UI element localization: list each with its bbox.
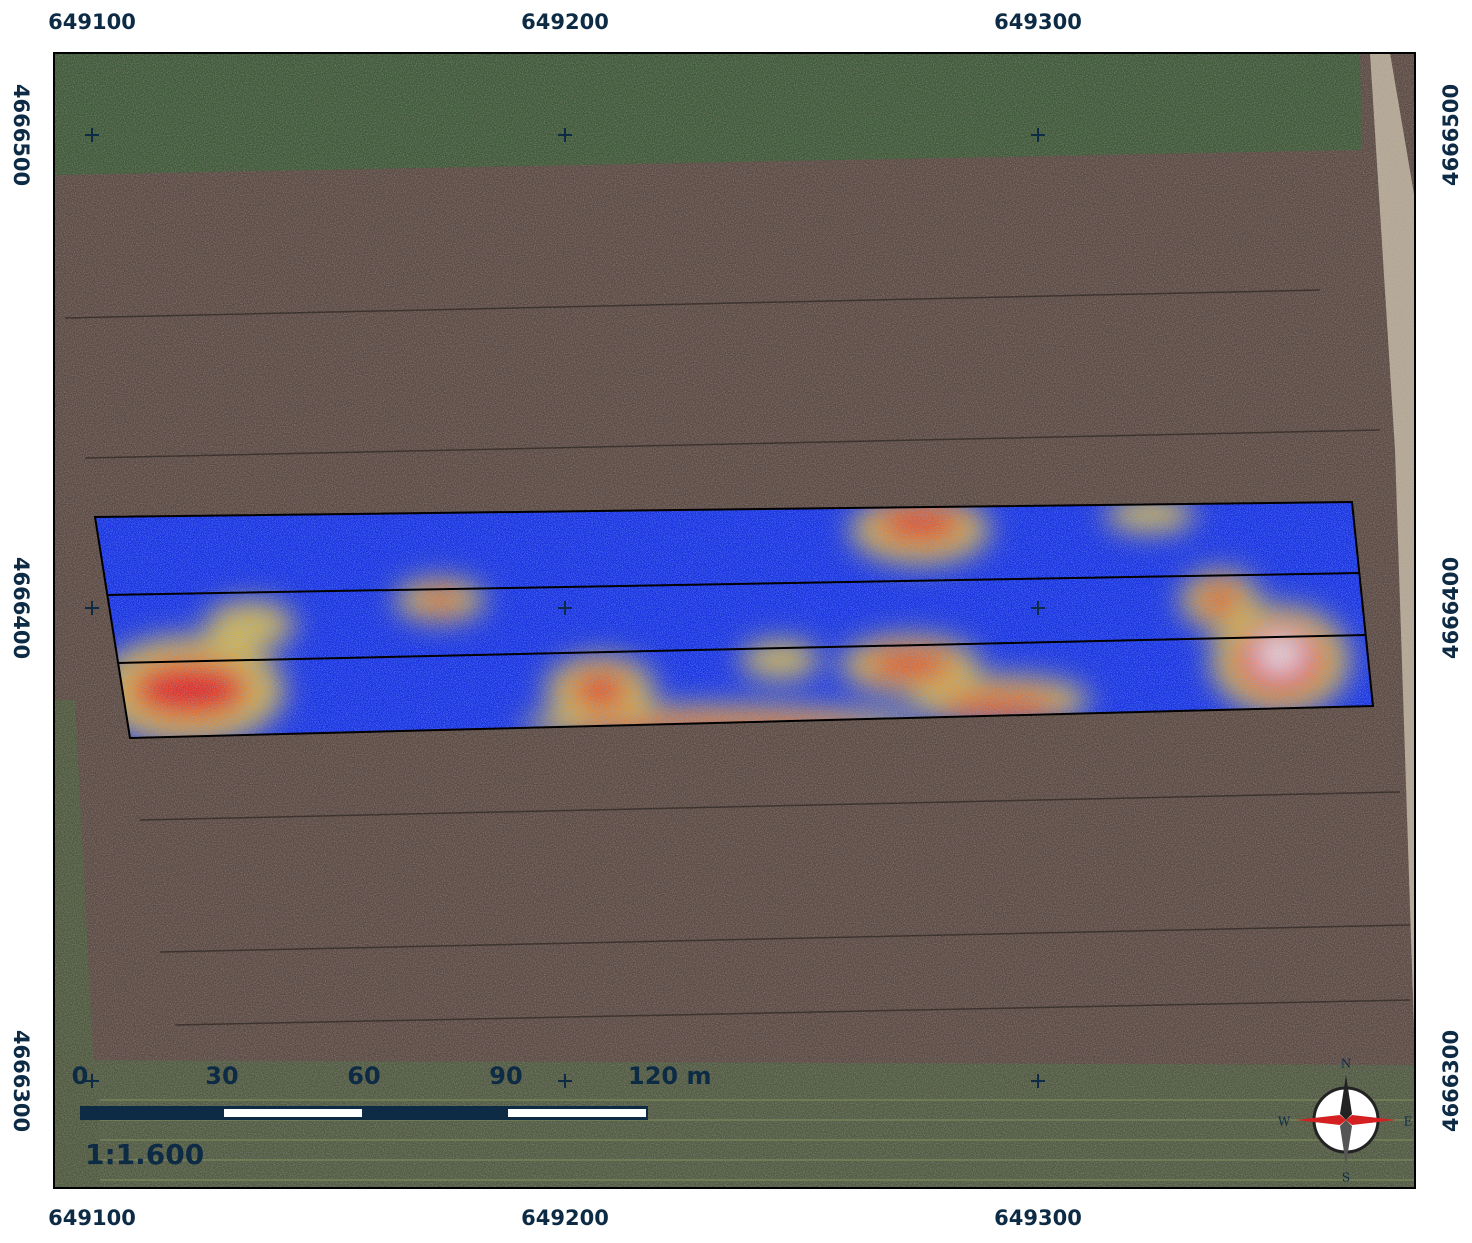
scale-label: 60: [347, 1062, 380, 1090]
y-coord-left: 4666300: [9, 1030, 33, 1132]
map-border: [53, 52, 1416, 1189]
compass-e: E: [1404, 1115, 1413, 1129]
scale-bar: [80, 1106, 648, 1120]
compass-s: S: [1342, 1171, 1350, 1185]
scale-label: 0: [72, 1062, 89, 1090]
scale-ratio: 1:1.600: [85, 1138, 204, 1171]
x-coord-top: 649300: [994, 10, 1082, 34]
x-coord-top: 649200: [521, 10, 609, 34]
y-coord-right: 4666500: [1439, 84, 1463, 186]
scale-label: 30: [205, 1062, 238, 1090]
heatmap: [95, 502, 1373, 738]
y-coord-left: 4666400: [9, 557, 33, 659]
y-coord-left: 4666500: [9, 84, 33, 186]
x-coord-bottom: 649200: [521, 1206, 609, 1230]
y-coord-right: 4666300: [1439, 1030, 1463, 1132]
x-coord-bottom: 649100: [48, 1206, 136, 1230]
plot-outline: [93, 500, 1375, 740]
compass: N S W E: [1278, 1057, 1413, 1185]
grid-crosses: [85, 128, 1045, 1088]
scale-label: 90: [489, 1062, 522, 1090]
compass-w: W: [1278, 1115, 1291, 1129]
compass-n: N: [1341, 1057, 1352, 1071]
x-coord-top: 649100: [48, 10, 136, 34]
x-coord-bottom: 649300: [994, 1206, 1082, 1230]
scale-label: 120 m: [628, 1062, 711, 1090]
y-coord-right: 4666400: [1439, 557, 1463, 659]
